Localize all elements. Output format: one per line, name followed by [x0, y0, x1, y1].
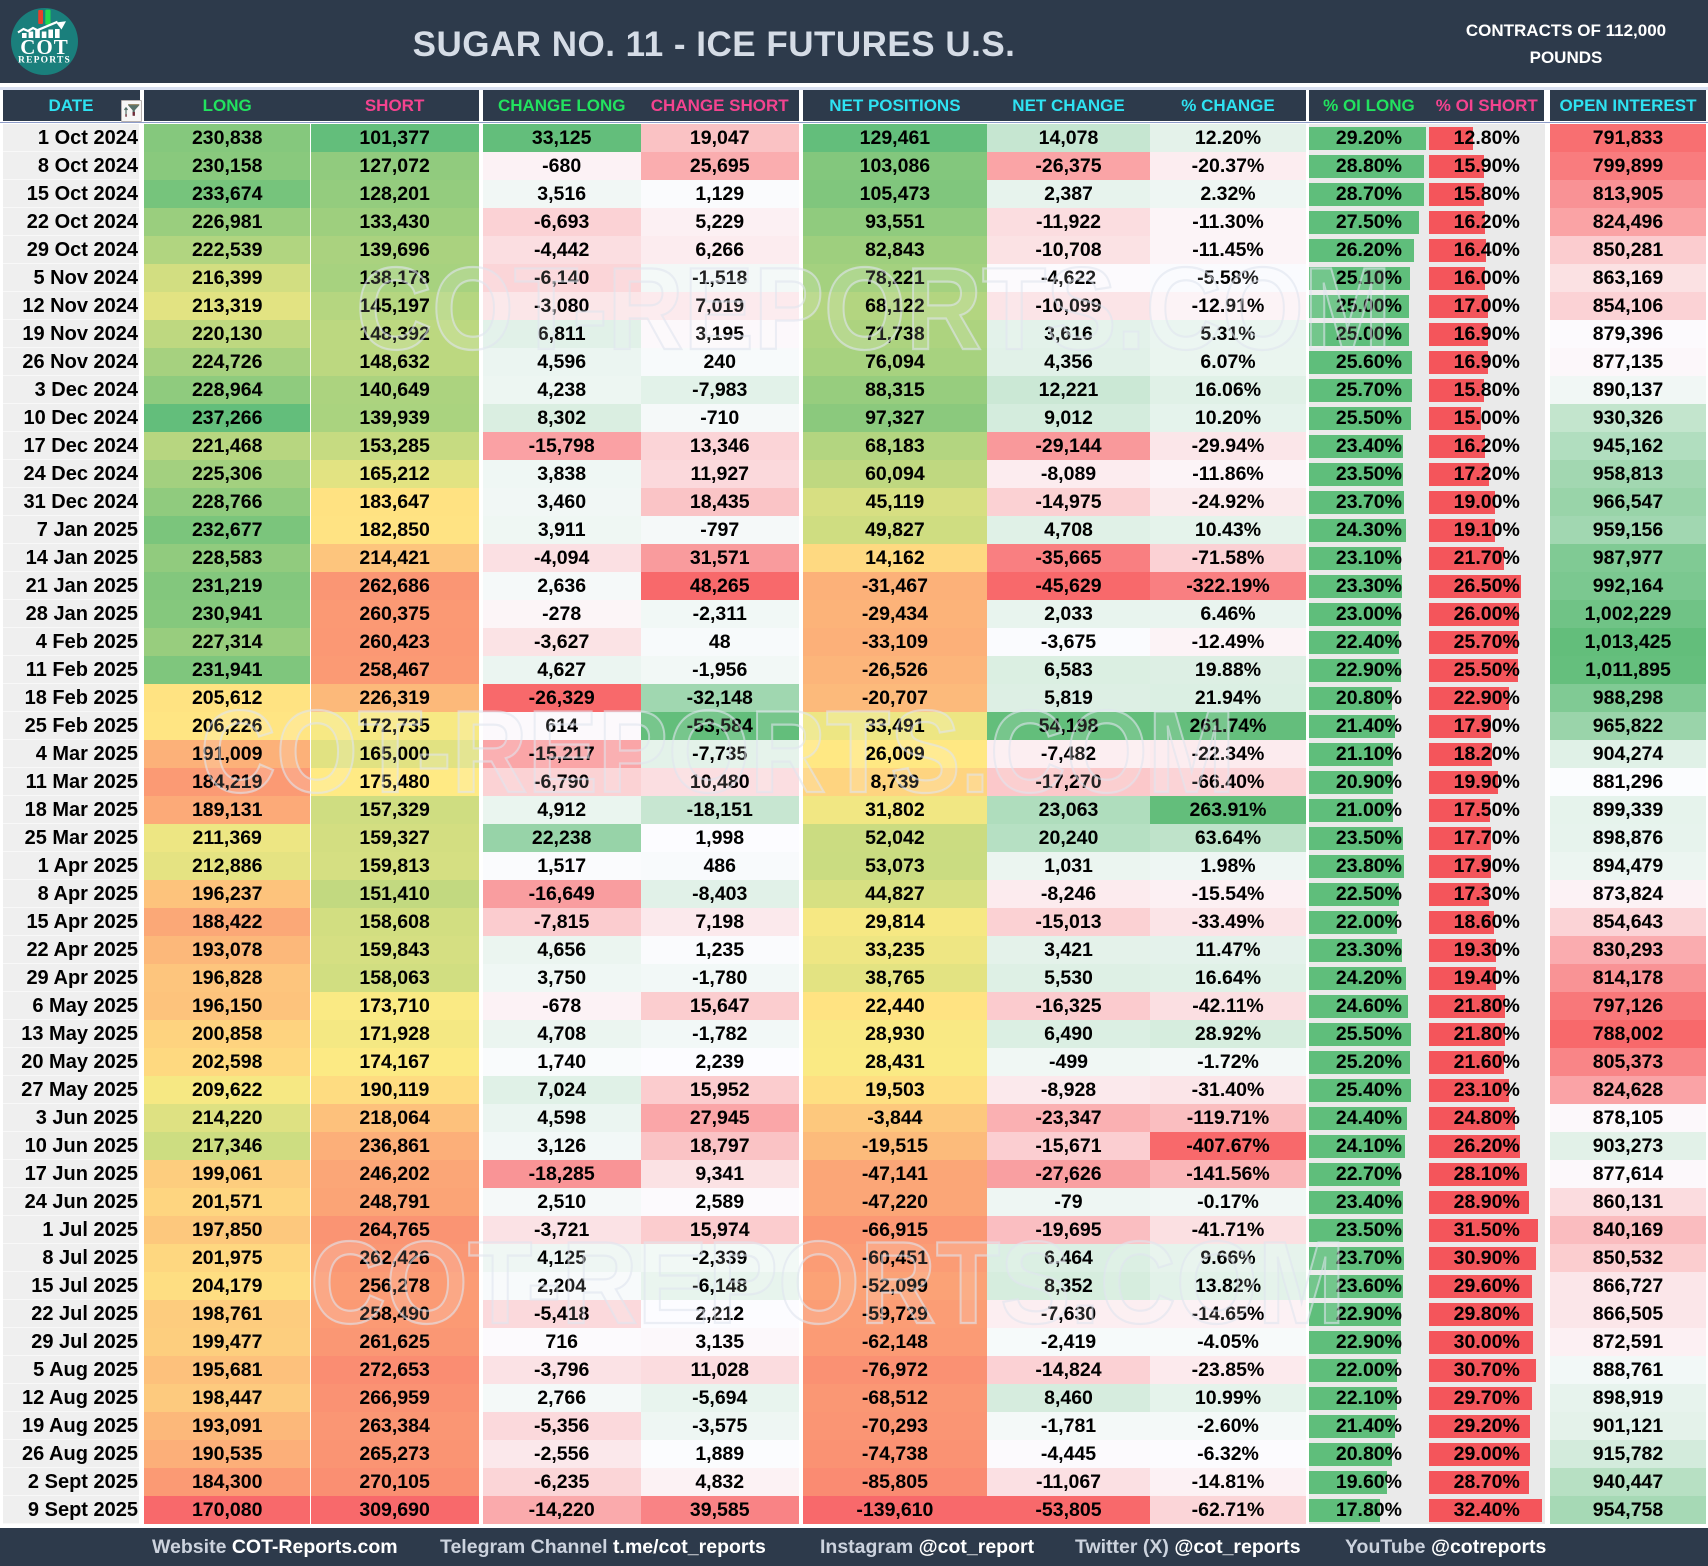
svg-text:COT: COT: [20, 35, 69, 59]
svg-text:REPORTS: REPORTS: [18, 56, 71, 66]
